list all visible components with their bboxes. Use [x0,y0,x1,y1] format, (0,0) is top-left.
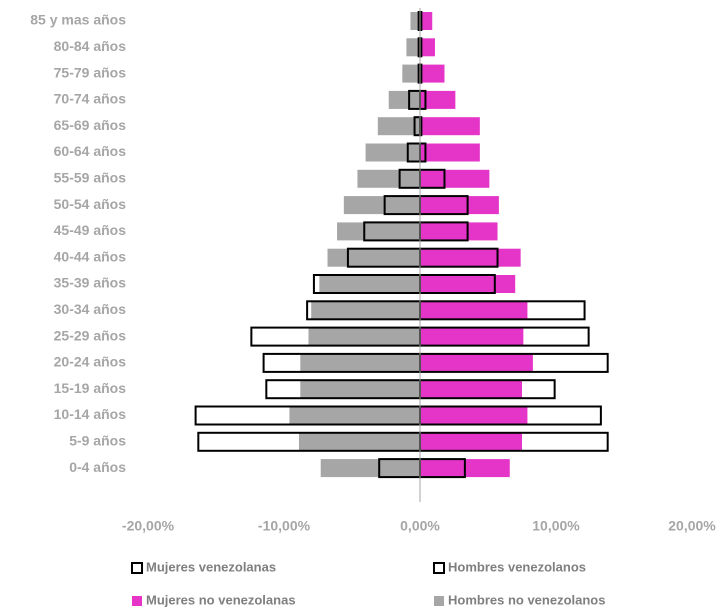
bar [420,90,456,109]
bar [420,275,516,293]
x-tick-label: -10,00% [258,518,311,534]
bar [420,143,480,162]
legend-swatch [132,596,142,606]
y-tick-label: 20-24 años [54,354,127,370]
bar [420,222,498,241]
y-tick-label: 25-29 años [54,327,127,343]
bar [377,117,420,136]
legend-label: Mujeres venezolanas [146,559,276,574]
bar [420,432,522,451]
legend-swatch [433,562,445,574]
bar [300,380,420,399]
y-tick-label: 45-49 años [54,222,127,238]
y-tick-label: 15-19 años [54,380,127,396]
bar [300,353,420,372]
x-tick-label: 0,00% [400,518,440,534]
bar [420,327,524,346]
bar [406,38,420,57]
y-tick-label: 60-64 años [54,143,127,159]
legend-swatch [434,596,444,606]
bar [337,222,420,241]
x-tick-label: 20,00% [668,518,716,534]
legend-label: Hombres venezolanos [448,559,586,574]
bar [420,117,480,136]
legend-label: Hombres no venezolanos [448,592,605,607]
bar [327,248,420,267]
bar [402,64,420,83]
bar [320,459,420,478]
bar [298,432,420,451]
y-tick-label: 0-4 años [69,459,126,475]
y-tick-label: 75-79 años [54,64,127,80]
legend-label: Mujeres no venezolanas [146,592,296,607]
x-tick-label: -20,00% [122,518,175,534]
bar [420,38,435,57]
y-tick-label: 50-54 años [54,196,127,212]
bar [308,327,420,346]
bar [420,248,521,267]
y-tick-label: 35-39 años [54,275,127,291]
legend-swatch [131,562,143,574]
bar [343,196,420,215]
y-tick-label: 70-74 años [54,91,127,107]
bar [420,12,433,30]
bar [311,301,420,320]
y-tick-label: 30-34 años [54,301,127,317]
bar [365,143,420,162]
bar [420,64,445,83]
bar [420,196,499,215]
bar [420,406,528,425]
bar [410,12,420,30]
y-tick-label: 85 y mas años [30,12,126,28]
y-tick-label: 80-84 años [54,38,127,54]
bar [289,406,420,425]
bar [420,169,490,188]
bar [420,353,533,372]
y-tick-label: 55-59 años [54,170,127,186]
bar [420,380,522,399]
y-tick-label: 10-14 años [54,406,127,422]
y-tick-label: 5-9 años [69,433,126,449]
bar [388,90,420,109]
bar [319,275,420,293]
bar [357,169,420,188]
bar [420,301,528,320]
y-tick-label: 40-44 años [54,248,127,264]
y-tick-label: 65-69 años [54,117,127,133]
x-tick-label: 10,00% [532,518,580,534]
